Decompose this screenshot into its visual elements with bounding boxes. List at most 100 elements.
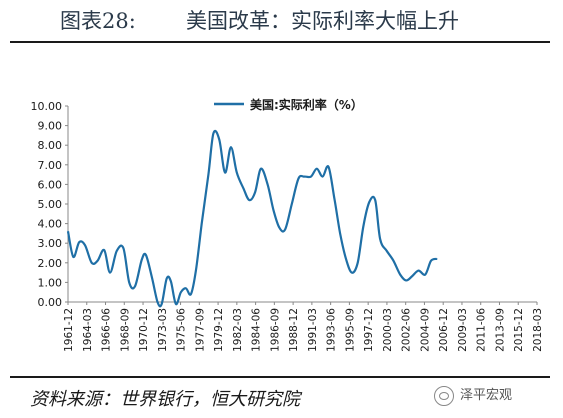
y-tick-label: 4.00 (38, 218, 63, 231)
y-tick-label: 7.00 (38, 159, 63, 172)
y-tick-label: 1.00 (38, 276, 63, 289)
data-point (218, 138, 220, 140)
data-point (67, 230, 69, 232)
figure-header: 图表28: 美国改革：实际利率大幅上升 (0, 0, 563, 42)
data-point (339, 232, 341, 234)
data-point (151, 275, 153, 278)
x-tick-label: 1975-06 (176, 308, 188, 352)
x-tick-label: 1986-09 (269, 308, 281, 352)
data-point (166, 277, 168, 280)
y-tick-label: 10.00 (31, 100, 63, 113)
y-tick-label: 5.00 (38, 198, 63, 211)
wechat-logo-icon (434, 385, 454, 406)
data-point (316, 168, 318, 170)
data-point (260, 168, 262, 170)
y-tick-label: 8.00 (38, 139, 63, 152)
data-point (386, 250, 388, 252)
x-tick-label: 1966-06 (101, 308, 113, 352)
x-tick-label: 1993-06 (326, 308, 338, 352)
data-point (128, 281, 130, 283)
data-point (190, 293, 192, 295)
x-tick-label: 2013-09 (494, 308, 506, 352)
watermark: 泽平宏观 (434, 384, 512, 406)
data-point (201, 223, 203, 225)
data-point (109, 272, 111, 274)
data-point (207, 174, 209, 176)
data-point (170, 280, 172, 282)
x-tick-label: 1991-03 (307, 308, 319, 352)
data-point (368, 201, 370, 203)
data-point (322, 176, 324, 178)
x-tick-label: 2018-03 (532, 308, 544, 352)
data-point (399, 274, 401, 276)
x-tick-label: 1977-09 (194, 308, 206, 352)
data-point (236, 172, 238, 174)
data-point (345, 258, 347, 260)
data-point (351, 272, 353, 274)
data-point (224, 172, 226, 174)
figure-label: 图表28: (60, 9, 136, 33)
data-point (424, 274, 426, 276)
data-point (156, 301, 159, 303)
x-tick-label: 2015-12 (513, 308, 525, 352)
data-point (310, 176, 312, 178)
x-tick-label: 2006-12 (438, 308, 450, 352)
x-tick-label: 2002-06 (401, 308, 413, 352)
data-point (411, 275, 413, 278)
legend-label: 美国:实际利率（%） (250, 97, 363, 112)
x-tick-label: 1973-03 (157, 308, 169, 352)
data-point (122, 247, 124, 249)
data-point (392, 260, 395, 262)
x-tick-label: 2000-03 (382, 308, 394, 352)
data-point (362, 225, 365, 227)
x-tick-label: 1968-09 (119, 308, 131, 352)
y-tick-label: 6.00 (38, 178, 63, 191)
data-point (212, 132, 214, 134)
x-tick-label: 1984-06 (251, 308, 263, 352)
data-point (78, 241, 80, 243)
data-point (72, 256, 74, 258)
data-point (267, 183, 269, 185)
data-point (333, 197, 335, 199)
data-point (103, 249, 105, 251)
data-point (96, 260, 99, 262)
x-tick-label: 1970-12 (138, 308, 150, 352)
data-point (357, 262, 359, 264)
data-point (134, 285, 136, 287)
y-tick-label: 9.00 (38, 120, 63, 133)
x-tick-label: 1979-12 (213, 308, 225, 352)
x-axis-ticks: 1961-12 1964-03 1966-06 1968-09 1970-12 1973-… (63, 302, 544, 352)
data-point (116, 250, 118, 252)
data-point (91, 262, 93, 264)
data-point (242, 187, 244, 189)
line-chart: 美国:实际利率（%） 0.00 1.00 2.00 3.00 4.00 5.00 6.00 7… (31, 97, 545, 352)
data-point (379, 238, 381, 240)
data-point (141, 259, 143, 261)
x-tick-label: 1995-09 (344, 308, 356, 352)
data-point (185, 287, 187, 289)
x-tick-label: 1982-03 (232, 308, 244, 352)
data-point (278, 226, 280, 229)
data-point (248, 199, 250, 201)
x-tick-label: 2009-03 (457, 308, 469, 352)
bottom-rule (10, 376, 550, 378)
data-point (254, 191, 256, 193)
data-point (327, 166, 330, 168)
y-tick-label: 2.00 (38, 257, 63, 270)
y-tick-label: 0.00 (38, 296, 63, 309)
data-point (297, 177, 300, 180)
data-point (175, 303, 177, 305)
data-point (284, 228, 286, 231)
data-point (180, 291, 182, 293)
x-tick-label: 1988-12 (288, 308, 300, 352)
data-point (145, 254, 147, 256)
x-tick-label: 2011-06 (476, 308, 488, 352)
data-point (195, 270, 197, 272)
data-point (161, 303, 163, 305)
x-tick-label: 1997-12 (363, 308, 375, 352)
watermark-text: 泽平宏观 (460, 388, 513, 403)
source-note: 资料来源：世界银行，恒大研究院 (30, 389, 300, 410)
series-group (66, 129, 438, 308)
figure-title: 美国改革：实际利率大幅上升 (186, 9, 459, 33)
data-point (430, 260, 432, 262)
